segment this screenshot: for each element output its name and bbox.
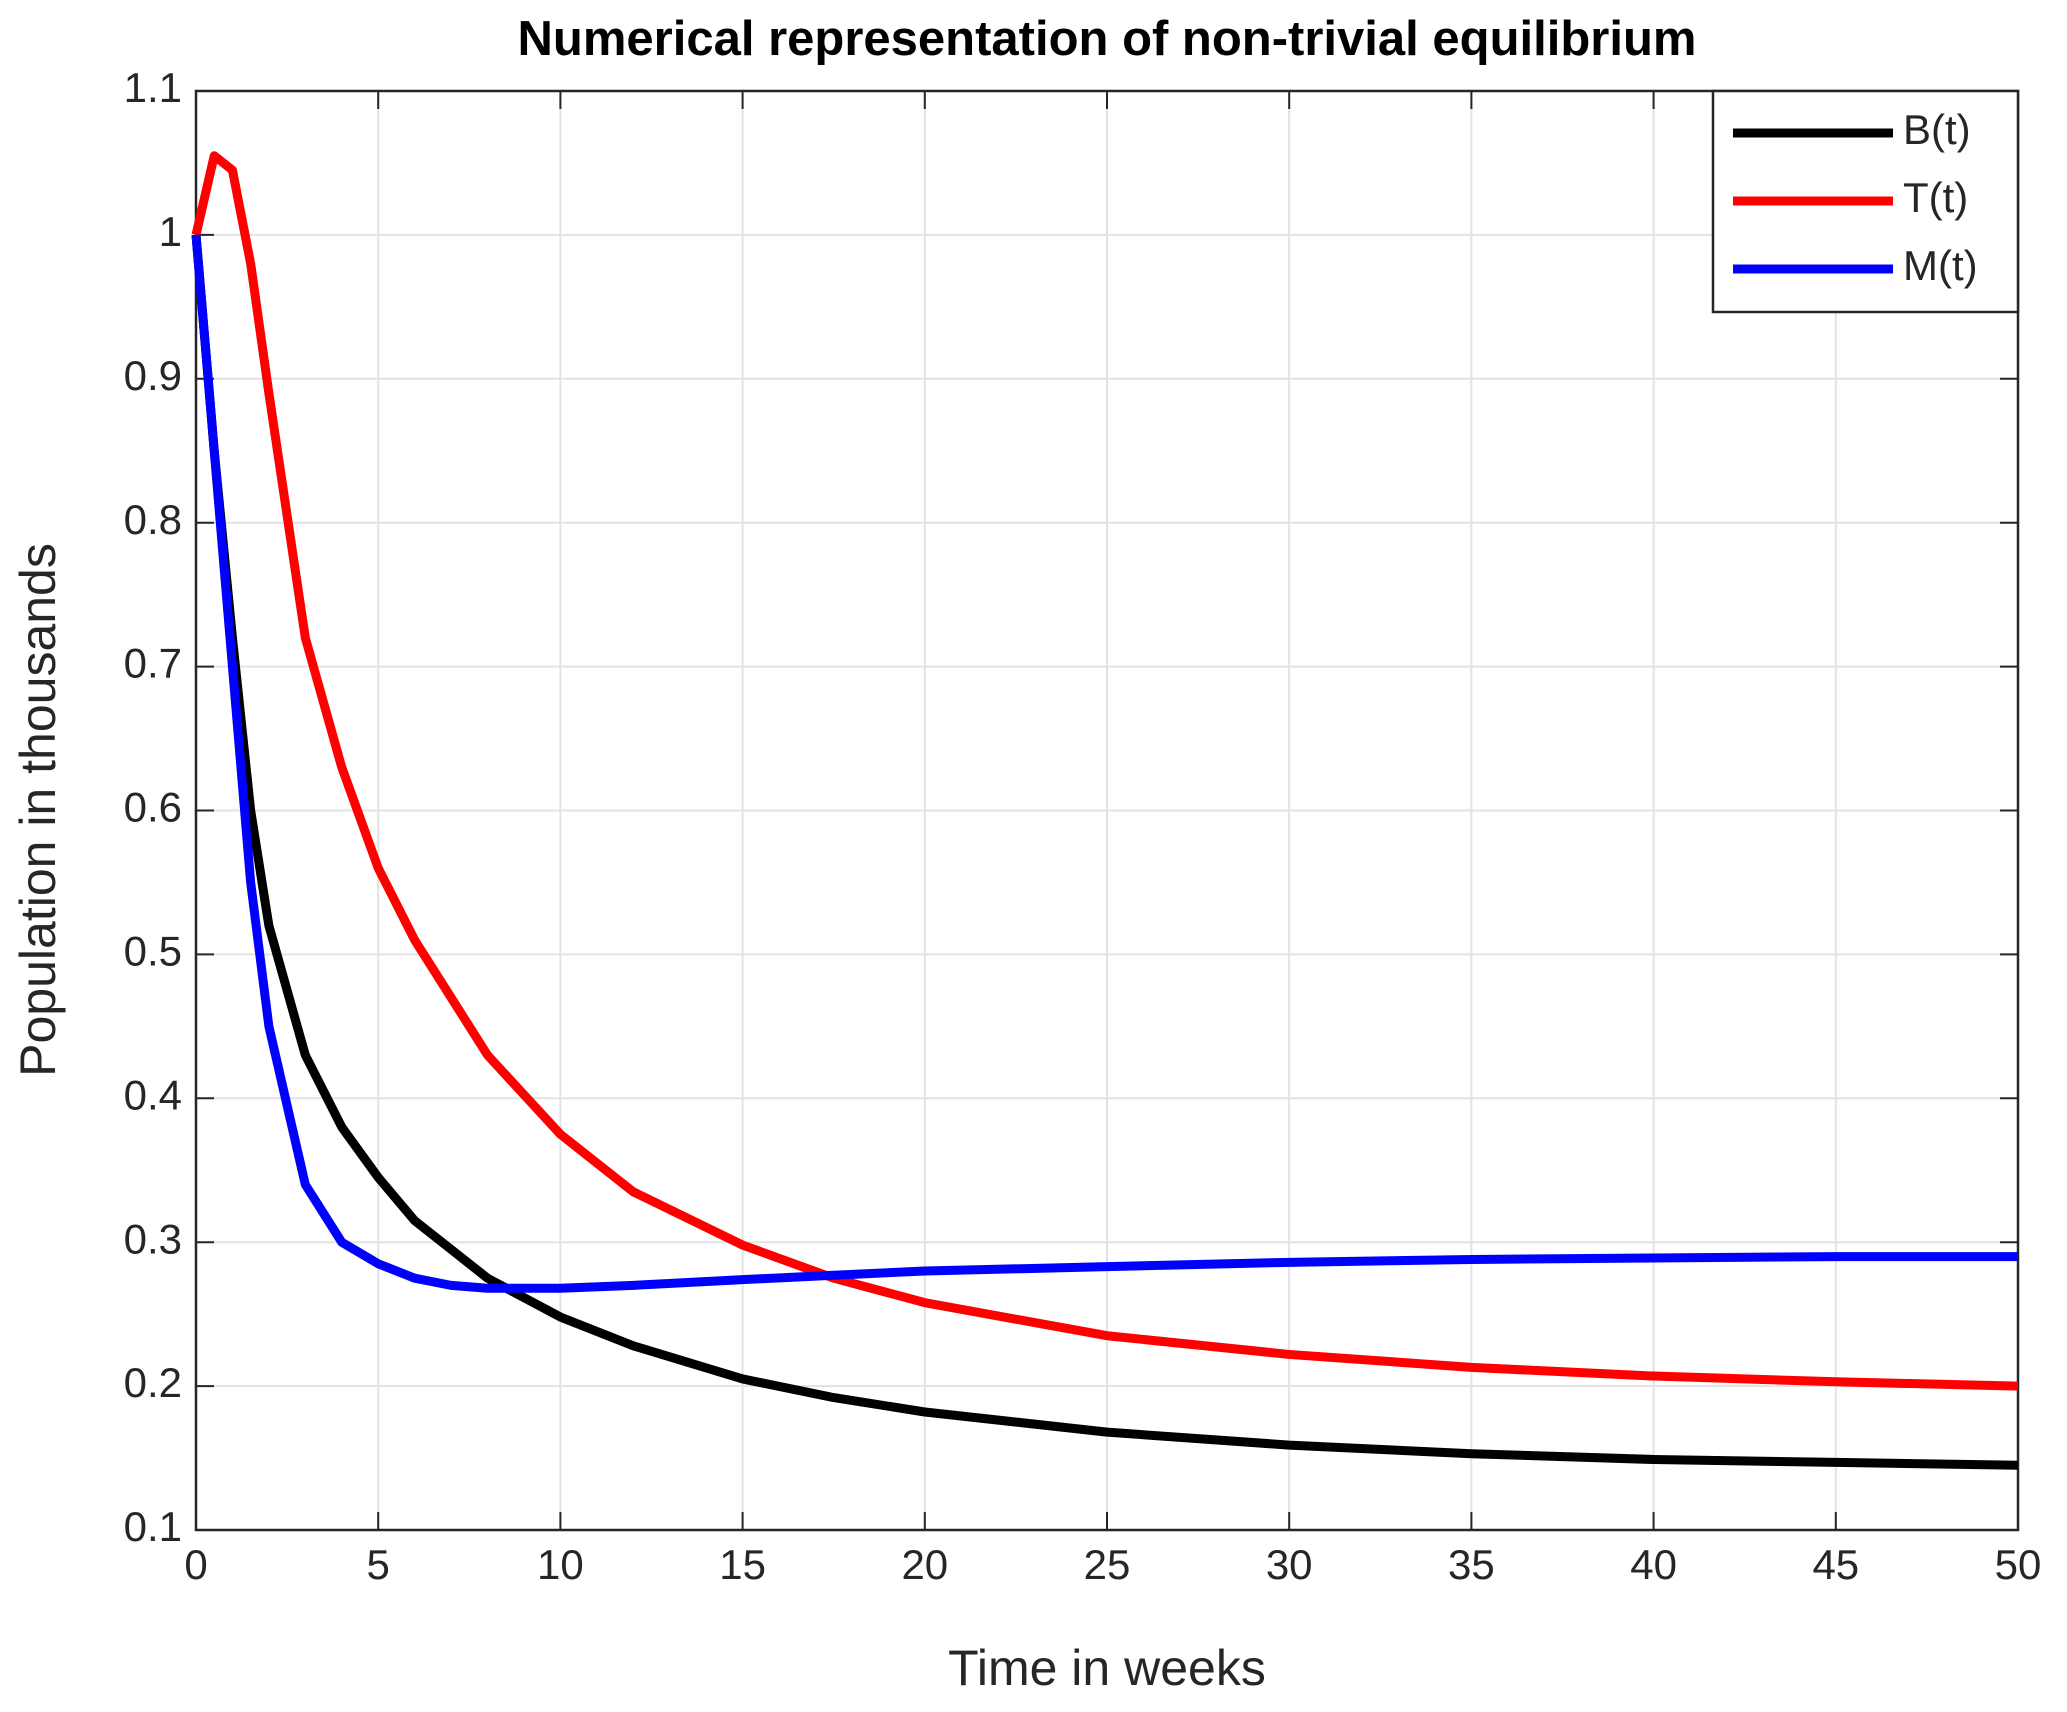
x-tick-label: 10: [537, 1541, 584, 1588]
y-tick-label: 0.5: [124, 927, 182, 974]
x-tick-label: 5: [367, 1541, 390, 1588]
y-tick-label: 0.1: [124, 1503, 182, 1550]
plot-frame: [194, 89, 2020, 1532]
x-tick-label: 40: [1630, 1541, 1677, 1588]
legend-label: T(t): [1903, 174, 1968, 221]
x-axis-label: Time in weeks: [948, 1640, 1266, 1696]
line-series: [191, 234, 2019, 1470]
x-tick-label: 45: [1812, 1541, 1859, 1588]
y-axis-label: Population in thousands: [10, 543, 66, 1077]
y-tick-label: 0.7: [124, 640, 182, 687]
y-tick-label: 0.3: [124, 1215, 182, 1262]
y-tick-label: 0.2: [124, 1359, 182, 1406]
legend-label: B(t): [1903, 106, 1971, 153]
legend-label: M(t): [1903, 242, 1978, 289]
line-series: [191, 151, 2019, 1391]
y-tick-label: 1: [159, 208, 182, 255]
line-series: [191, 234, 2018, 1293]
x-tick-label: 30: [1266, 1541, 1313, 1588]
y-tick-label: 0.6: [124, 784, 182, 831]
y-tick-label: 1.1: [124, 64, 182, 111]
y-tick-label: 0.4: [124, 1071, 182, 1118]
x-tick-label: 0: [184, 1541, 207, 1588]
y-tick-label: 0.9: [124, 352, 182, 399]
x-tick-label: 50: [1995, 1541, 2042, 1588]
x-tick-label: 20: [901, 1541, 948, 1588]
x-tick-label: 35: [1448, 1541, 1495, 1588]
chart-title: Numerical representation of non-trivial …: [518, 12, 1697, 66]
y-tick-label: 0.8: [124, 496, 182, 543]
x-tick-label: 25: [1084, 1541, 1131, 1588]
x-tick-label: 15: [719, 1541, 766, 1588]
